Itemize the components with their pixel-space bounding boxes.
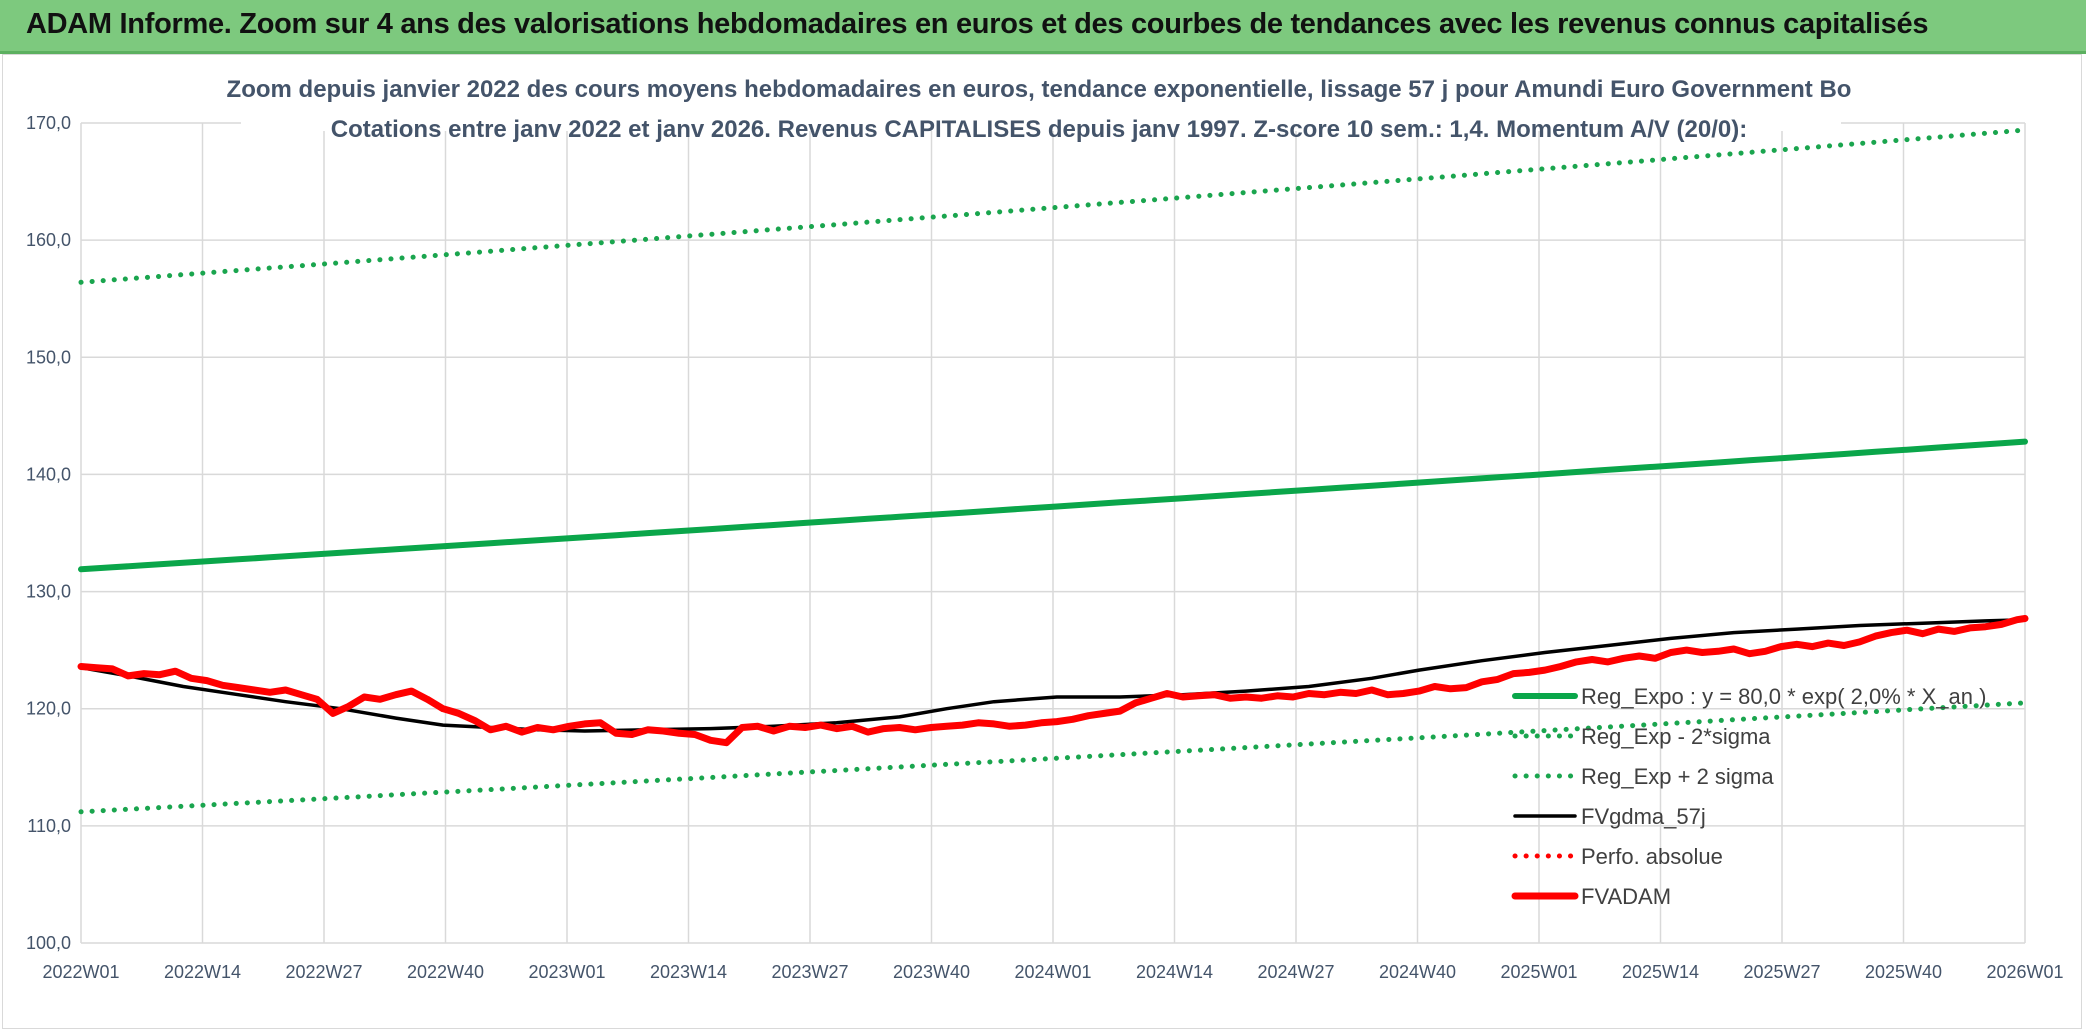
legend-label: Reg_Exp - 2*sigma [1581,724,1771,749]
series-line-0 [78,438,2028,573]
x-tick-label: 2026W01 [1986,962,2063,982]
series-line-5 [77,615,2029,747]
x-tick-label: 2023W27 [771,962,848,982]
y-tick-label: 110,0 [27,816,71,836]
legend: Reg_Expo : y = 80,0 * exp( 2,0% * X_an )… [1511,684,1986,909]
x-tick-label: 2025W14 [1622,962,1699,982]
y-tick-label: 150,0 [26,347,71,367]
y-tick-label: 130,0 [26,582,71,602]
x-tick-label: 2023W14 [650,962,727,982]
legend-label: Reg_Exp + 2 sigma [1581,764,1774,789]
series-lines [77,127,2029,815]
legend-label: FVgdma_57j [1581,804,1706,829]
chart-title: Zoom depuis janvier 2022 des cours moyen… [227,76,1852,103]
x-tick-label: 2022W14 [164,962,241,982]
x-tick-label: 2023W40 [893,962,970,982]
x-tick-label: 2025W40 [1865,962,1942,982]
y-tick-label: 160,0 [26,230,71,250]
x-tick-label: 2024W01 [1014,962,1091,982]
y-tick-label: 120,0 [26,699,71,719]
legend-label: Perfo. absolue [1581,844,1723,869]
series-line-2 [78,127,2028,285]
gridlines [80,122,2026,944]
x-tick-label: 2024W27 [1257,962,1334,982]
legend-label: Reg_Expo : y = 80,0 * exp( 2,0% * X_an ) [1581,684,1986,709]
chart-subtitle: Cotations entre janv 2022 et janv 2026. … [331,116,1748,143]
x-tick-label: 2025W01 [1500,962,1577,982]
series-line-1 [78,700,2028,815]
y-tick-label: 100,0 [26,933,71,953]
title-background [241,61,1841,131]
x-tick-label: 2023W01 [528,962,605,982]
header-banner: ADAM Informe. Zoom sur 4 ans des valoris… [0,0,2086,54]
x-tick-label: 2022W01 [42,962,119,982]
banner-title: ADAM Informe. Zoom sur 4 ans des valoris… [26,8,1929,40]
axes: 100,0 110,0 120,0 130,0 140,0 150,0 160,0 170,0… [26,113,2064,982]
x-tick-label: 2022W27 [285,962,362,982]
legend-label: FVADAM [1581,884,1671,909]
x-tick-label: 2022W40 [407,962,484,982]
line-chart: 100,0 110,0 120,0 130,0 140,0 150,0 160,0 170,0… [26,61,2064,982]
x-tick-label: 2024W40 [1379,962,1456,982]
y-tick-label: 140,0 [26,464,71,484]
x-tick-label: 2024W14 [1136,962,1213,982]
chart-area: 100,0 110,0 120,0 130,0 140,0 150,0 160,0 170,0… [2,54,2082,1029]
x-tick-label: 2025W27 [1743,962,1820,982]
series-line-3 [79,617,2027,733]
y-tick-label: 170,0 [26,113,71,133]
